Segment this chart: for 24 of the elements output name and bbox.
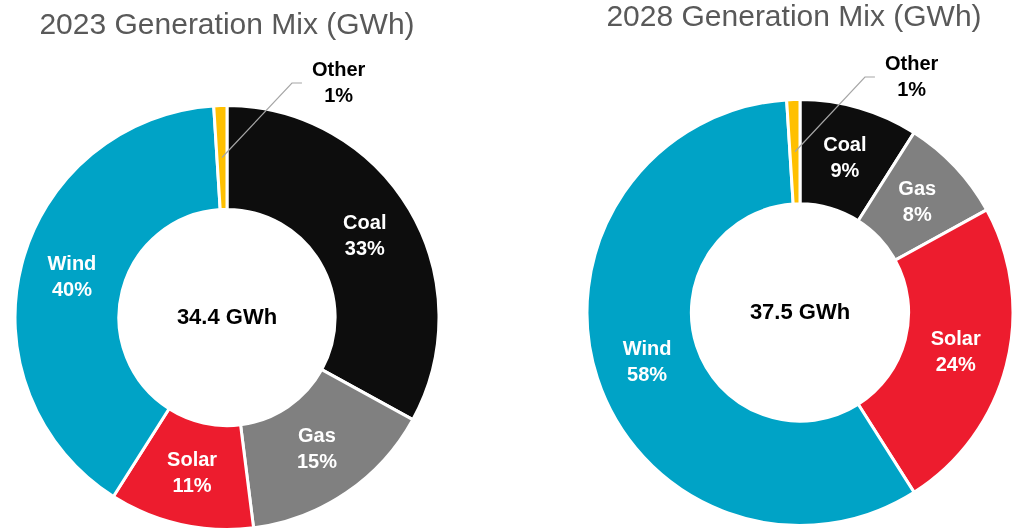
- data-label: 11%: [172, 474, 212, 497]
- chart-title: 2028 Generation Mix (GWh): [606, 0, 982, 34]
- slice-label: Gas: [898, 176, 937, 199]
- chart-title: 2023 Generation Mix (GWh): [39, 6, 415, 42]
- slice-label: Wind: [47, 252, 97, 275]
- data-label: 33%: [344, 236, 385, 259]
- slice-label: Other: [884, 51, 939, 74]
- slice-label: Wind: [622, 336, 672, 359]
- data-label: 1%: [324, 83, 354, 106]
- data-label: 40%: [51, 278, 93, 301]
- slice-label: Coal: [823, 132, 867, 155]
- data-label: 24%: [935, 353, 976, 376]
- data-label: 15%: [296, 450, 338, 473]
- data-label: 8%: [902, 202, 932, 225]
- data-label: 9%: [830, 158, 860, 181]
- slice-label: Other: [311, 57, 366, 80]
- data-label: 58%: [627, 362, 668, 385]
- text: 37.5 GWh: [749, 298, 851, 324]
- slice-label: Solar: [930, 327, 981, 350]
- data-label: 1%: [897, 77, 927, 100]
- slice-label: Gas: [298, 424, 336, 447]
- slice-label: Solar: [167, 448, 218, 471]
- slice-label: Coal: [343, 210, 387, 233]
- text: 34.4 GWh: [176, 303, 278, 329]
